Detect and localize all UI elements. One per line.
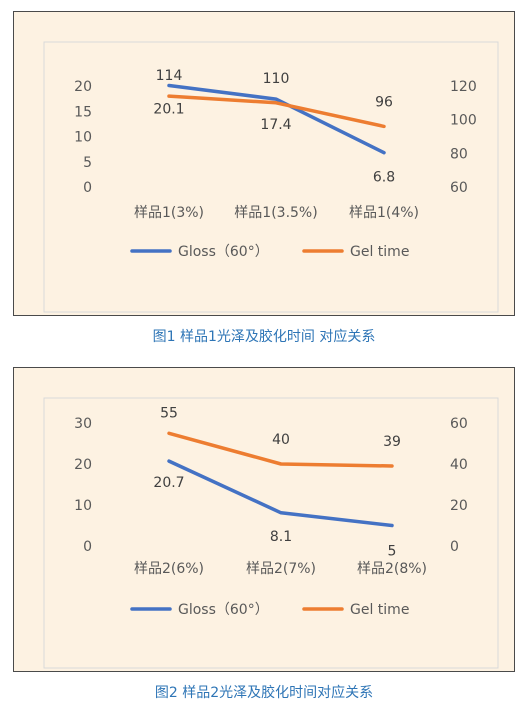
y-left-tick-label: 10 <box>74 130 92 146</box>
data-label: 6.8 <box>373 170 395 186</box>
y-left-tick-label: 0 <box>83 180 92 196</box>
chart-2-svg: 0 10 20 30 0 20 40 60 样品2(6%) 样品2(7%) 样品2(8%) 20.7 8… <box>43 397 499 669</box>
y-right-tick-label: 120 <box>450 79 477 95</box>
y-right-tick-label: 20 <box>450 498 468 514</box>
data-label: 110 <box>263 71 290 87</box>
y-right-tick-label: 80 <box>450 146 468 162</box>
y-left-tick-label: 0 <box>83 539 92 555</box>
y-left-tick-label: 30 <box>74 416 92 432</box>
x-tick-label: 样品1(3.5%) <box>234 205 317 221</box>
y-left-tick-label: 15 <box>74 104 92 120</box>
x-tick-label: 样品2(6%) <box>134 561 204 577</box>
chart-1-svg: 0 5 10 15 20 60 80 100 120 样品1(3%) 样品1(3.5%) 样品1(4%… <box>43 41 499 313</box>
chart-2-frame: 0 10 20 30 0 20 40 60 样品2(6%) 样品2(7%) 样品2(8%) 20.7 8… <box>13 367 515 672</box>
x-tick-label: 样品1(3%) <box>134 205 204 221</box>
y-right-tick-label: 100 <box>450 113 477 129</box>
legend-label: Gloss（60°） <box>178 244 269 260</box>
data-label: 40 <box>272 432 290 448</box>
data-label: 5 <box>388 544 397 560</box>
data-label: 20.7 <box>153 475 184 491</box>
y-left-tick-label: 5 <box>83 155 92 171</box>
chart-1-caption: 图1 样品1光泽及胶化时间 对应关系 <box>152 329 376 345</box>
data-label: 96 <box>375 94 393 110</box>
y-right-tick-label: 60 <box>450 180 468 196</box>
y-left-tick-label: 20 <box>74 457 92 473</box>
data-label: 114 <box>156 68 183 84</box>
y-right-tick-label: 40 <box>450 457 468 473</box>
legend-label: Gel time <box>350 602 409 618</box>
data-label: 39 <box>383 434 401 450</box>
plot-area <box>43 41 499 313</box>
data-label: 55 <box>160 405 178 421</box>
series-line-gloss <box>167 459 394 528</box>
chart-1-frame: 0 5 10 15 20 60 80 100 120 样品1(3%) 样品1(3.5%) 样品1(4%… <box>13 11 515 316</box>
legend-label: Gel time <box>350 244 409 260</box>
y-right-tick-label: 0 <box>450 539 459 555</box>
x-tick-label: 样品1(4%) <box>349 205 419 221</box>
chart-2-caption: 图2 样品2光泽及胶化时间对应关系 <box>154 685 374 701</box>
data-label: 17.4 <box>260 117 291 133</box>
plot-area <box>43 397 499 669</box>
y-left-tick-label: 10 <box>74 498 92 514</box>
legend-label: Gloss（60°） <box>178 602 269 618</box>
y-right-tick-label: 60 <box>450 416 468 432</box>
data-label: 8.1 <box>270 529 292 545</box>
x-tick-label: 样品2(7%) <box>246 561 316 577</box>
data-label: 20.1 <box>153 101 184 117</box>
x-tick-label: 样品2(8%) <box>357 561 427 577</box>
y-left-tick-label: 20 <box>74 79 92 95</box>
